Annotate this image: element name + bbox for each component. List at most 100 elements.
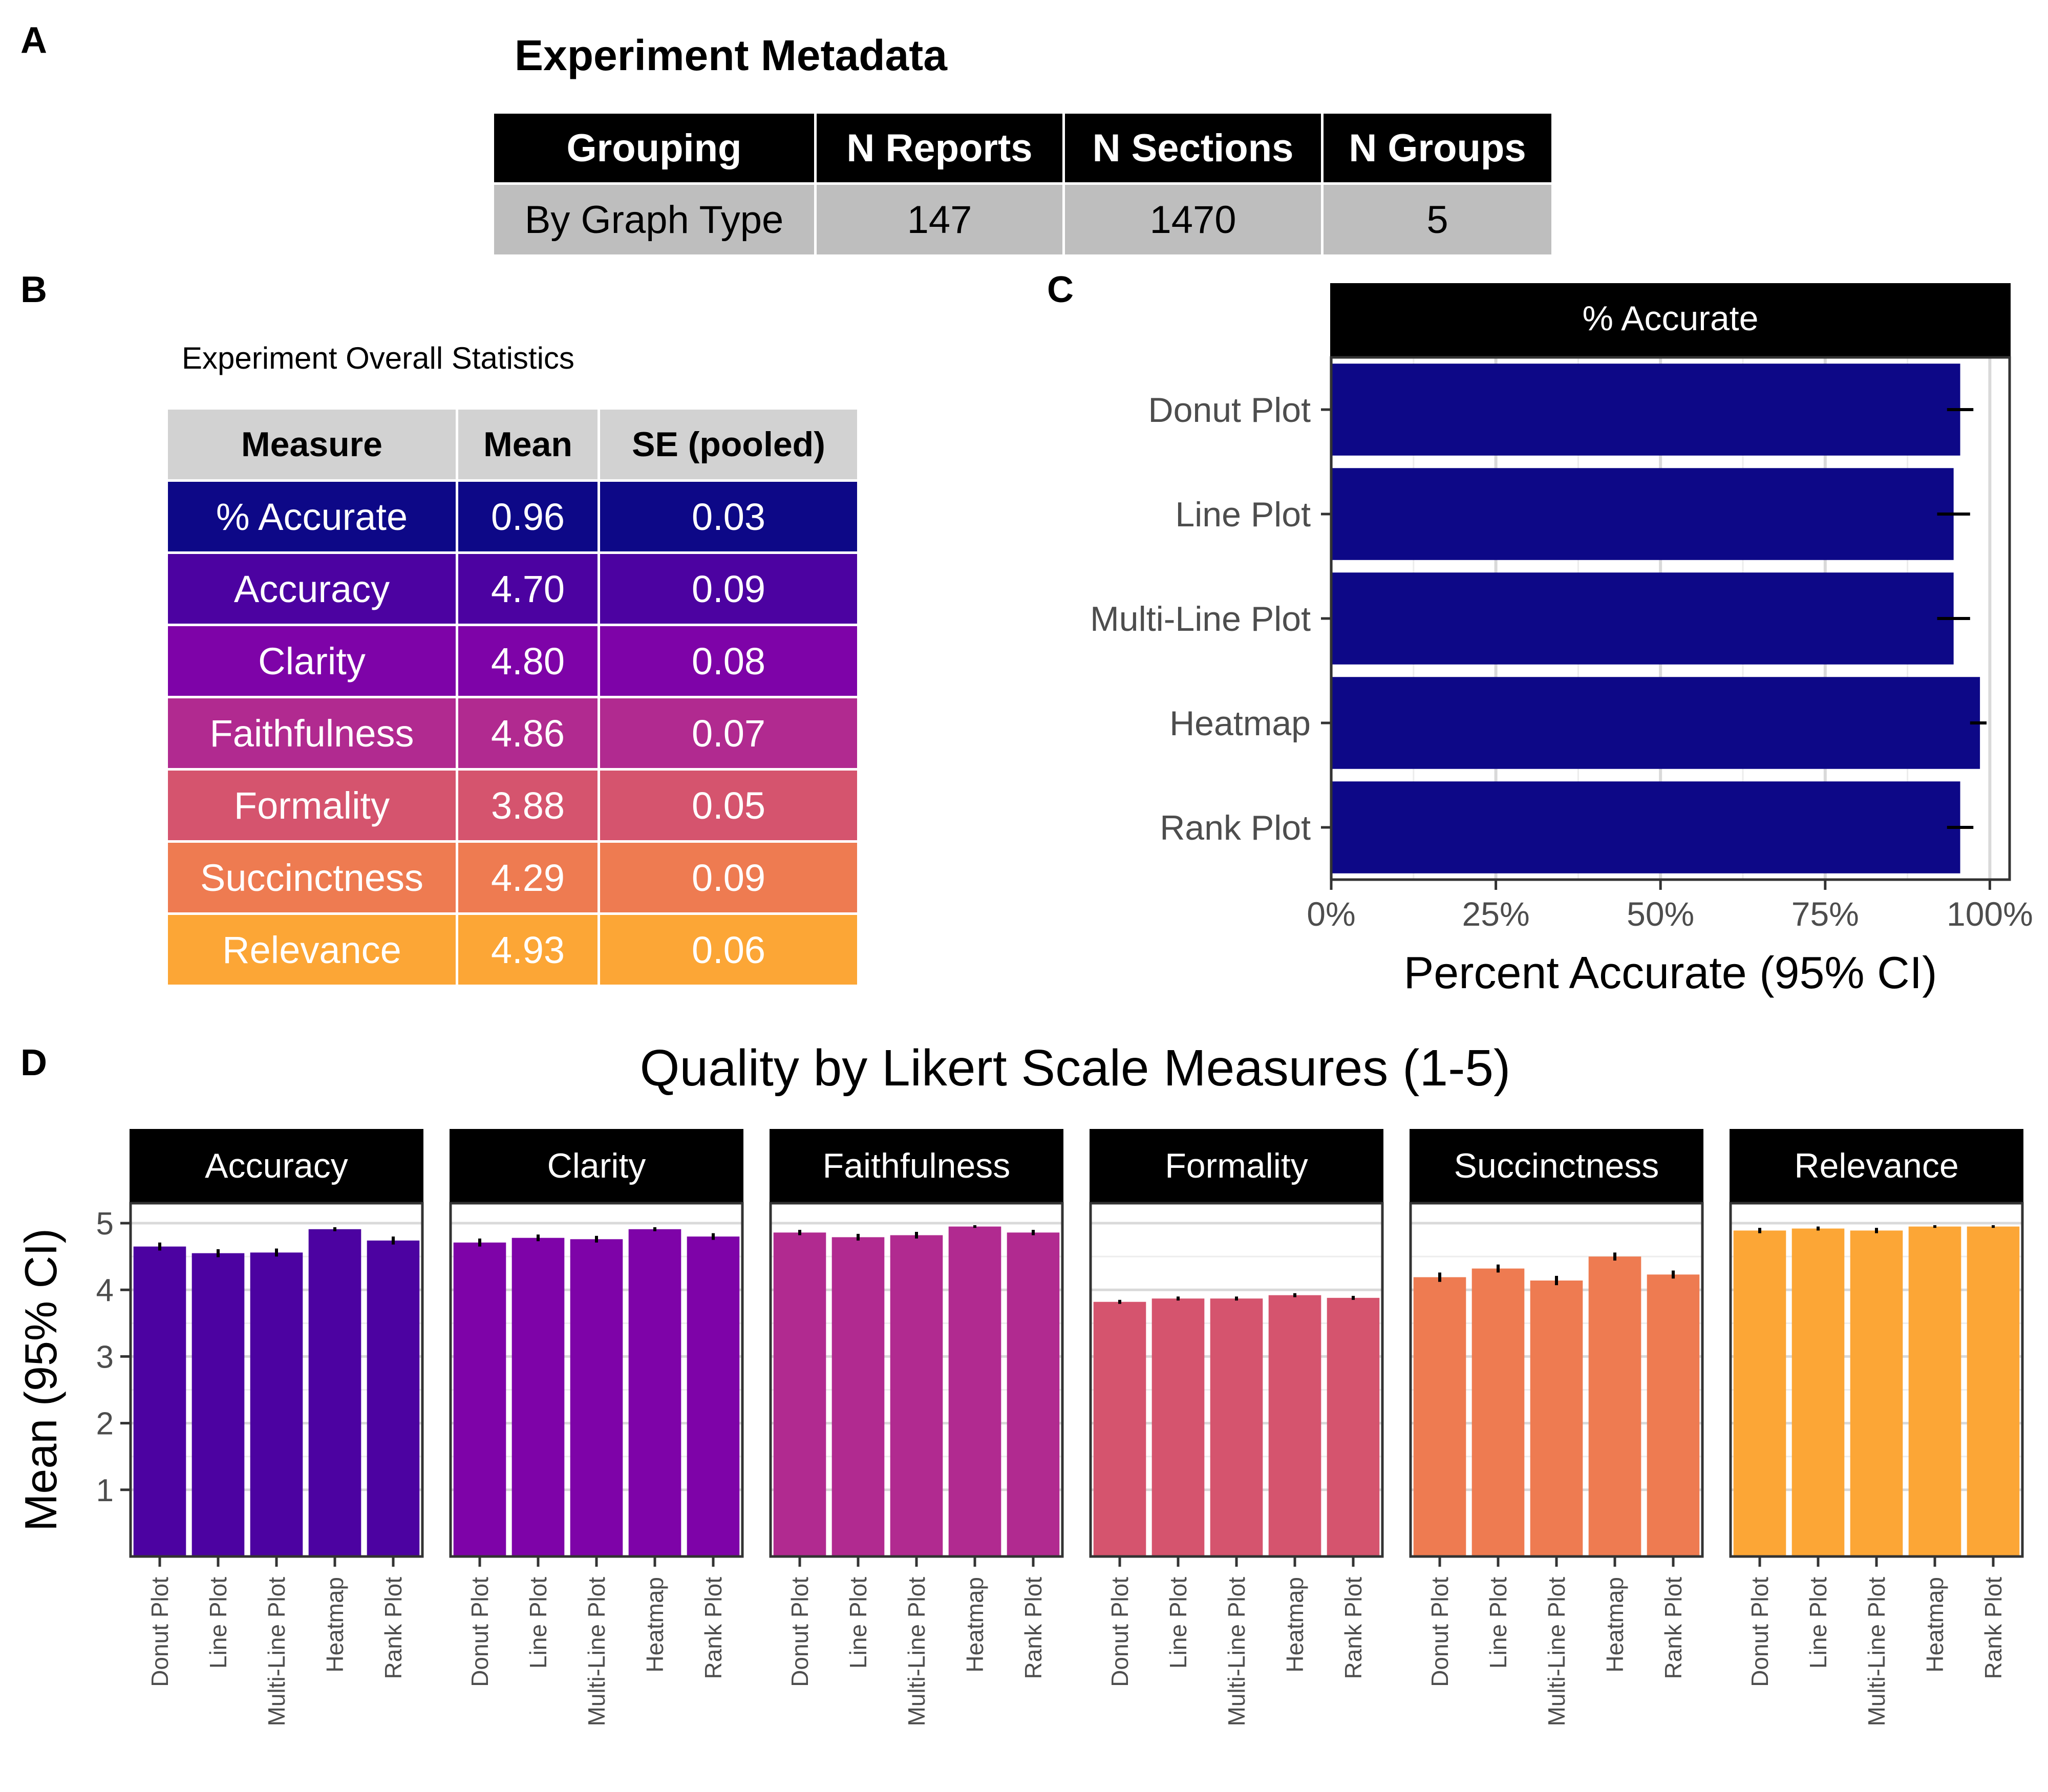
metadata-header-sections: N Sections (1063, 114, 1324, 184)
panel-border (769, 1202, 1064, 1558)
metadata-row: By Graph Type 147 1470 5 (494, 182, 1554, 254)
bar (1210, 1298, 1263, 1556)
stats-row: Relevance 4.93 0.06 (168, 912, 860, 985)
x-tick-label: Multi-Line Plot (1223, 1577, 1250, 1726)
bar (191, 1253, 245, 1556)
x-tick-label: Line Plot (1805, 1577, 1831, 1669)
facet-strip (1730, 1129, 2023, 1203)
stats-measure: Faithfulness (168, 696, 458, 770)
stats-mean: 4.70 (457, 551, 600, 625)
x-tick-label: Line Plot (1165, 1577, 1191, 1669)
x-tick-label: Donut Plot (1426, 1577, 1453, 1687)
x-tick-label: Line Plot (1485, 1577, 1511, 1669)
x-tick-label: 75% (1791, 895, 1859, 933)
x-tick-label: Multi-Line Plot (903, 1577, 930, 1726)
stats-header-row: Measure Mean SE (pooled) (168, 410, 860, 481)
bar (133, 1246, 186, 1556)
bar (831, 1237, 885, 1556)
bar (687, 1236, 740, 1556)
x-tick-label: Multi-Line Plot (583, 1577, 610, 1726)
x-tick-label: Rank Plot (1660, 1577, 1687, 1679)
x-tick-label: Rank Plot (380, 1577, 407, 1679)
metadata-header-groups: N Groups (1322, 114, 1554, 184)
stats-header-measure: Measure (168, 410, 458, 481)
panel-label-a: A (20, 20, 47, 61)
stats-row: Faithfulness 4.86 0.07 (168, 696, 860, 770)
bar (1471, 1268, 1525, 1556)
metadata-header-reports: N Reports (815, 114, 1065, 184)
facet-strip-label: Clarity (547, 1146, 646, 1185)
bar (1413, 1277, 1466, 1556)
metadata-table: Grouping N Reports N Sections N Groups B… (494, 114, 1554, 254)
stats-se: 0.03 (599, 479, 860, 553)
stats-mean: 4.93 (457, 912, 600, 985)
panel-border (129, 1202, 424, 1558)
facet-strip-label: Succinctness (1454, 1146, 1659, 1185)
bar (1908, 1226, 1961, 1556)
x-tick-label: Line Plot (845, 1577, 871, 1669)
x-tick-label: Donut Plot (786, 1577, 813, 1687)
stats-caption: Experiment Overall Statistics (182, 341, 574, 375)
panel-border (449, 1202, 744, 1558)
bar (1093, 1302, 1146, 1556)
stats-header-se: SE (pooled) (599, 410, 860, 481)
metadata-cell-reports: 147 (815, 182, 1065, 254)
x-tick-label: Rank Plot (700, 1577, 727, 1679)
bar (1331, 468, 1954, 560)
stats-mean: 4.86 (457, 696, 600, 770)
stats-mean: 3.88 (457, 768, 600, 842)
facet-strip-label: Formality (1165, 1146, 1308, 1185)
stats-measure: Clarity (168, 624, 458, 697)
panel-border (1330, 356, 2011, 881)
x-tick-label: Multi-Line Plot (1863, 1577, 1890, 1726)
stats-se: 0.06 (599, 912, 860, 985)
panel-label-c: C (1047, 269, 1074, 310)
stats-measure: Relevance (168, 912, 458, 985)
stats-row: Clarity 4.80 0.08 (168, 624, 860, 697)
panel-border (1729, 1202, 2024, 1558)
stats-measure: Accuracy (168, 551, 458, 625)
facet-strip-label: % Accurate (1583, 299, 1759, 338)
stats-header-mean: Mean (457, 410, 600, 481)
stats-table: Measure Mean SE (pooled) % Accurate 0.96… (168, 410, 860, 985)
stats-row: Succinctness 4.29 0.09 (168, 840, 860, 914)
facet-strip (1090, 1129, 1383, 1203)
stats-row: % Accurate 0.96 0.03 (168, 479, 860, 553)
panel-border (1409, 1202, 1704, 1558)
bar (367, 1240, 420, 1556)
accuracy-bar-chart: % Accurate Donut Plot Line Plot Multi-Line … (1090, 283, 2033, 998)
y-tick-label: Line Plot (1175, 495, 1311, 534)
bar (628, 1229, 681, 1556)
bar (453, 1242, 506, 1556)
stats-se: 0.07 (599, 696, 860, 770)
metadata-cell-grouping: By Graph Type (494, 182, 817, 254)
bar (1331, 781, 1960, 873)
bar (1588, 1256, 1641, 1556)
x-tick-label: Donut Plot (1746, 1577, 1773, 1687)
bar (1327, 1297, 1380, 1556)
stats-row: Accuracy 4.70 0.09 (168, 551, 860, 625)
bar (1967, 1226, 2020, 1556)
panel-border (1089, 1202, 1384, 1558)
y-tick-label: Donut Plot (1148, 391, 1311, 430)
x-tick-label: Donut Plot (146, 1577, 173, 1687)
facet-strip (130, 1129, 423, 1203)
bar (1733, 1230, 1786, 1556)
x-tick-label: Heatmap (642, 1577, 668, 1673)
bar (1791, 1228, 1845, 1556)
bar (1331, 572, 1954, 665)
stats-measure: Succinctness (168, 840, 458, 914)
x-tick-label: 50% (1627, 895, 1694, 933)
stats-mean: 4.80 (457, 624, 600, 697)
y-tick-label: Multi-Line Plot (1090, 600, 1311, 638)
x-tick-label: Multi-Line Plot (1543, 1577, 1570, 1726)
facet-strip-label: Faithfulness (823, 1146, 1011, 1185)
stats-se: 0.09 (599, 840, 860, 914)
x-tick-label: Heatmap (1282, 1577, 1308, 1673)
bar (1850, 1230, 1903, 1556)
x-tick-label: Line Plot (525, 1577, 551, 1669)
bar (773, 1232, 826, 1556)
x-tick-label: 100% (1947, 895, 2033, 933)
bar (1647, 1274, 1700, 1556)
bar (570, 1239, 623, 1556)
